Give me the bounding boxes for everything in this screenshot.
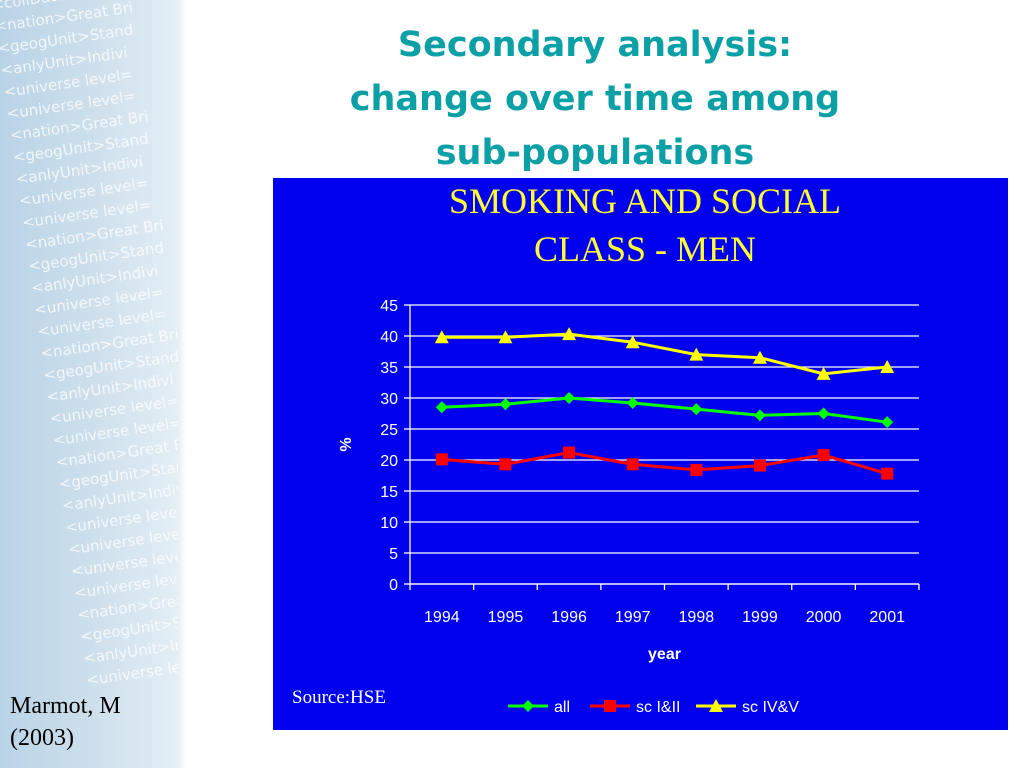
x-tick-label: 1998 [679, 609, 715, 626]
author-credit-line: (2003) [10, 725, 74, 751]
data-point-sc-i-ii [563, 446, 576, 459]
data-point-all [435, 401, 448, 414]
series-line-sc-i-ii [441, 451, 888, 476]
data-point-sc-iv-v [689, 347, 704, 361]
y-tick-label: 20 [380, 453, 398, 470]
x-tick-label: 1994 [424, 609, 460, 626]
slide-title-line: sub-populations [435, 133, 755, 173]
data-point-sc-iv-v [625, 335, 640, 349]
data-point-sc-i-ii [499, 458, 512, 471]
y-tick-label: 0 [389, 577, 398, 594]
data-point-sc-i-ii [690, 463, 703, 476]
author-credit-line: Marmot, M [10, 693, 121, 719]
sidebar-decoration: <collDate date="20<nation>Great Bri<geog… [0, 0, 178, 768]
data-point-sc-iv-v [880, 360, 895, 373]
data-point-all [499, 398, 512, 411]
chart-title-line: SMOKING AND SOCIAL [449, 181, 841, 221]
sidebar-watermark: <collDate date="20<nation>Great Bri<geog… [0, 0, 178, 691]
data-point-all [563, 392, 576, 404]
y-tick-label: 30 [380, 391, 398, 408]
data-point-all [626, 396, 639, 409]
data-point-sc-i-ii [753, 459, 766, 472]
data-point-all [690, 403, 703, 416]
data-point-sc-i-ii [817, 449, 830, 462]
y-tick-label: 25 [380, 422, 398, 439]
x-tick-label: 2001 [869, 609, 905, 626]
data-point-sc-i-ii [881, 467, 894, 480]
author-credit: Marmot, M (2003) [10, 690, 121, 754]
series-line-all [441, 396, 888, 424]
data-point-sc-iv-v [498, 330, 513, 344]
data-point-all [753, 409, 766, 422]
data-point-sc-iv-v [434, 330, 449, 344]
data-point-sc-i-ii [626, 458, 639, 471]
data-point-sc-iv-v [816, 366, 831, 380]
data-point-all [881, 416, 894, 429]
legend-label: sc I&II [636, 699, 680, 716]
legend-label: all [554, 699, 570, 716]
legend-marker [709, 699, 723, 712]
x-tick-label: 1996 [551, 609, 587, 626]
legend-marker [522, 700, 534, 712]
x-tick-label: 1997 [615, 609, 651, 626]
y-axis-title: % [338, 437, 355, 451]
data-point-sc-iv-v [562, 327, 577, 341]
source-note: Source:HSE [292, 687, 386, 708]
x-tick-label: 1999 [742, 609, 778, 626]
legend-label: sc IV&V [742, 699, 799, 716]
x-tick-label: 2000 [806, 609, 842, 626]
chart-title-line: CLASS - MEN [534, 229, 756, 269]
y-tick-label: 35 [380, 360, 398, 377]
data-point-sc-i-ii [435, 453, 448, 466]
y-tick-label: 15 [380, 484, 398, 501]
y-tick-label: 45 [380, 298, 398, 315]
x-axis-title: year [648, 646, 681, 663]
x-tick-label: 1995 [488, 609, 524, 626]
slide-title-line: Secondary analysis: [397, 25, 793, 65]
chart-panel: SMOKING AND SOCIAL CLASS - MEN 0 5 10 15 20 25 3… [273, 178, 1008, 730]
legend-marker [604, 700, 616, 712]
data-point-sc-iv-v [752, 350, 767, 364]
y-tick-label: 10 [380, 515, 398, 532]
slide-title: Secondary analysis: change over time amo… [250, 18, 940, 180]
y-tick-label: 40 [380, 329, 398, 346]
sidebar-edge [178, 0, 186, 768]
series-line-sc-iv-v [441, 332, 888, 376]
data-point-all [817, 407, 830, 420]
slide-title-line: change over time among [349, 79, 841, 119]
line-chart: SMOKING AND SOCIAL CLASS - MEN 0 5 10 15 20 25 3… [292, 181, 920, 716]
y-tick-label: 5 [389, 546, 398, 563]
